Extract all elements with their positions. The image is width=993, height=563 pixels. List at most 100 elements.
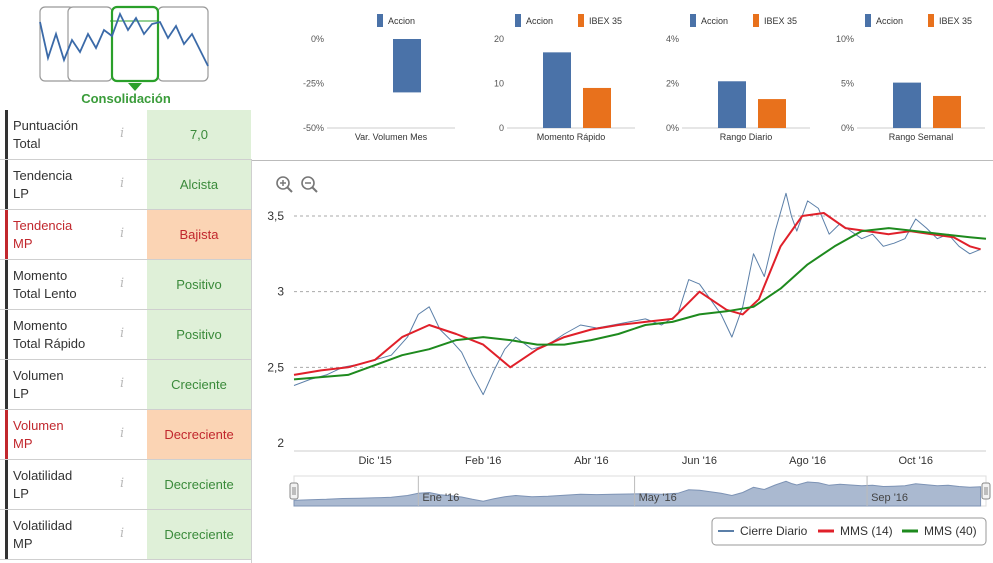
- info-icon[interactable]: i: [120, 226, 125, 241]
- phase-pointer: [128, 83, 142, 91]
- ytick-label: 2,5: [267, 360, 284, 374]
- mini-chart-1: 0% -25% -50% Accion Var. Volumen Mes: [303, 14, 455, 142]
- indicator-label: Tendencia MP: [5, 210, 122, 259]
- indicator-value: Positivo: [147, 260, 251, 309]
- bar-accion[interactable]: [893, 82, 921, 128]
- legend-label[interactable]: IBEX 35: [764, 16, 797, 26]
- ytick-label: 0: [499, 123, 504, 133]
- legend-item[interactable]: Cierre Diario: [718, 524, 808, 538]
- ytick-label: -25%: [303, 79, 324, 89]
- indicator-label-line: Momento: [13, 318, 68, 333]
- legend-label[interactable]: IBEX 35: [939, 16, 972, 26]
- legend-label[interactable]: Accion: [526, 16, 553, 26]
- info-icon[interactable]: i: [120, 376, 125, 391]
- bar-ibex-35[interactable]: [933, 95, 961, 128]
- legend-item[interactable]: MMS (14): [818, 524, 893, 538]
- legend-swatch: [928, 14, 934, 27]
- legend-swatch: [865, 14, 871, 27]
- bar-accion[interactable]: [393, 39, 421, 93]
- mini-charts: 0% -25% -50% Accion Var. Volumen Mes 20 10 0 Acc…: [303, 14, 985, 142]
- indicator-row: Tendencia LP i Alcista: [0, 160, 252, 210]
- mini-chart-3: 4% 2% 0% Accion IBEX 35 Rango Diario: [666, 14, 810, 142]
- zoom-in-icon[interactable]: [276, 176, 293, 193]
- indicator-value: Decreciente: [147, 410, 251, 459]
- indicator-label-line: Momento: [13, 268, 68, 283]
- indicator-label-line: Total Lento: [13, 286, 77, 301]
- navigator[interactable]: Ene '16 May '16 Sep '16: [293, 475, 987, 507]
- series-mms-40[interactable]: [293, 227, 987, 381]
- legend-label: MMS (40): [924, 524, 977, 538]
- xtick-label: Dic '15: [358, 455, 391, 467]
- xtick-label: Abr '16: [574, 455, 609, 467]
- indicator-label-line: Puntuación: [13, 118, 79, 133]
- chart-legend: Cierre Diario MMS (14) MMS (40): [711, 517, 987, 546]
- mini-chart-title: Momento Rápido: [537, 132, 606, 142]
- legend-label: Cierre Diario: [740, 524, 808, 538]
- indicator-label-line: MP: [13, 436, 33, 451]
- mini-chart-title: Rango Diario: [720, 132, 773, 142]
- ytick-label: 4%: [666, 34, 679, 44]
- phase-title: Consolidación: [81, 91, 171, 106]
- phase-sparkline: [39, 11, 209, 67]
- indicator-label-line: Total: [13, 136, 41, 151]
- bar-ibex-35[interactable]: [583, 87, 611, 128]
- indicator-label-line: LP: [13, 386, 29, 401]
- indicator-row: Puntuación Total i 7,0: [0, 110, 252, 160]
- indicator-label-line: LP: [13, 486, 29, 501]
- indicator-label-line: Volatilidad: [13, 518, 73, 533]
- indicator-label-line: Total Rápido: [13, 336, 86, 351]
- indicator-value: Positivo: [147, 310, 251, 359]
- info-icon[interactable]: i: [120, 176, 125, 191]
- indicator-row: Volatilidad LP i Decreciente: [0, 460, 252, 510]
- legend-swatch: [690, 14, 696, 27]
- navigator-handle-left[interactable]: [289, 482, 299, 500]
- ytick-label: 3: [277, 285, 284, 299]
- info-icon[interactable]: i: [120, 526, 125, 541]
- xtick-label: Ago '16: [789, 455, 826, 467]
- ytick-label: 10: [494, 79, 504, 89]
- zoom-out-icon[interactable]: [301, 176, 318, 193]
- legend-swatch: [578, 14, 584, 27]
- ytick-label: -50%: [303, 123, 324, 133]
- indicator-value: Alcista: [147, 160, 251, 209]
- info-icon[interactable]: i: [120, 276, 125, 291]
- bar-accion[interactable]: [718, 81, 746, 128]
- phase-box-4[interactable]: [157, 6, 209, 82]
- indicator-row: Momento Total Rápido i Positivo: [0, 310, 252, 360]
- ytick-label: 20: [494, 34, 504, 44]
- indicator-label: Volumen LP: [5, 360, 122, 409]
- bar-ibex-35[interactable]: [758, 99, 786, 128]
- indicator-label: Momento Total Rápido: [5, 310, 122, 359]
- legend-item[interactable]: MMS (40): [902, 524, 977, 538]
- mini-chart-4: 10% 5% 0% Accion IBEX 35 Rango Semanal: [836, 14, 985, 142]
- series-mms-14[interactable]: [293, 212, 981, 376]
- main-chart: 3,5 3 2,5 2 Dic '15 Feb '16 Abr '16 Jun '16 Ago …: [267, 176, 991, 546]
- ytick-label: 3,5: [267, 209, 284, 223]
- indicator-label: Volumen MP: [5, 410, 122, 459]
- panel-divider: [251, 160, 252, 563]
- ytick-label: 10%: [836, 34, 854, 44]
- legend-label[interactable]: Accion: [701, 16, 728, 26]
- indicator-row: Volumen LP i Creciente: [0, 360, 252, 410]
- ytick-label: 0%: [666, 123, 679, 133]
- indicator-label-line: LP: [13, 186, 29, 201]
- phase-box-active[interactable]: [110, 5, 160, 83]
- ytick-label: 2%: [666, 79, 679, 89]
- info-icon[interactable]: i: [120, 426, 125, 441]
- series-cierre-diario[interactable]: [293, 192, 981, 396]
- ytick-label: 5%: [841, 79, 854, 89]
- navigator-handle-right[interactable]: [981, 482, 991, 500]
- bar-accion[interactable]: [543, 52, 571, 128]
- indicator-label: Volatilidad MP: [5, 510, 122, 559]
- info-icon[interactable]: i: [120, 126, 125, 141]
- indicator-label-line: Volumen: [13, 368, 64, 383]
- indicator-label-line: MP: [13, 536, 33, 551]
- legend-label[interactable]: IBEX 35: [589, 16, 622, 26]
- legend-swatch: [377, 14, 383, 27]
- legend-label[interactable]: Accion: [388, 16, 415, 26]
- legend-label[interactable]: Accion: [876, 16, 903, 26]
- mini-chart-title: Var. Volumen Mes: [355, 132, 428, 142]
- info-icon[interactable]: i: [120, 326, 125, 341]
- xtick-label: Oct '16: [898, 455, 933, 467]
- info-icon[interactable]: i: [120, 476, 125, 491]
